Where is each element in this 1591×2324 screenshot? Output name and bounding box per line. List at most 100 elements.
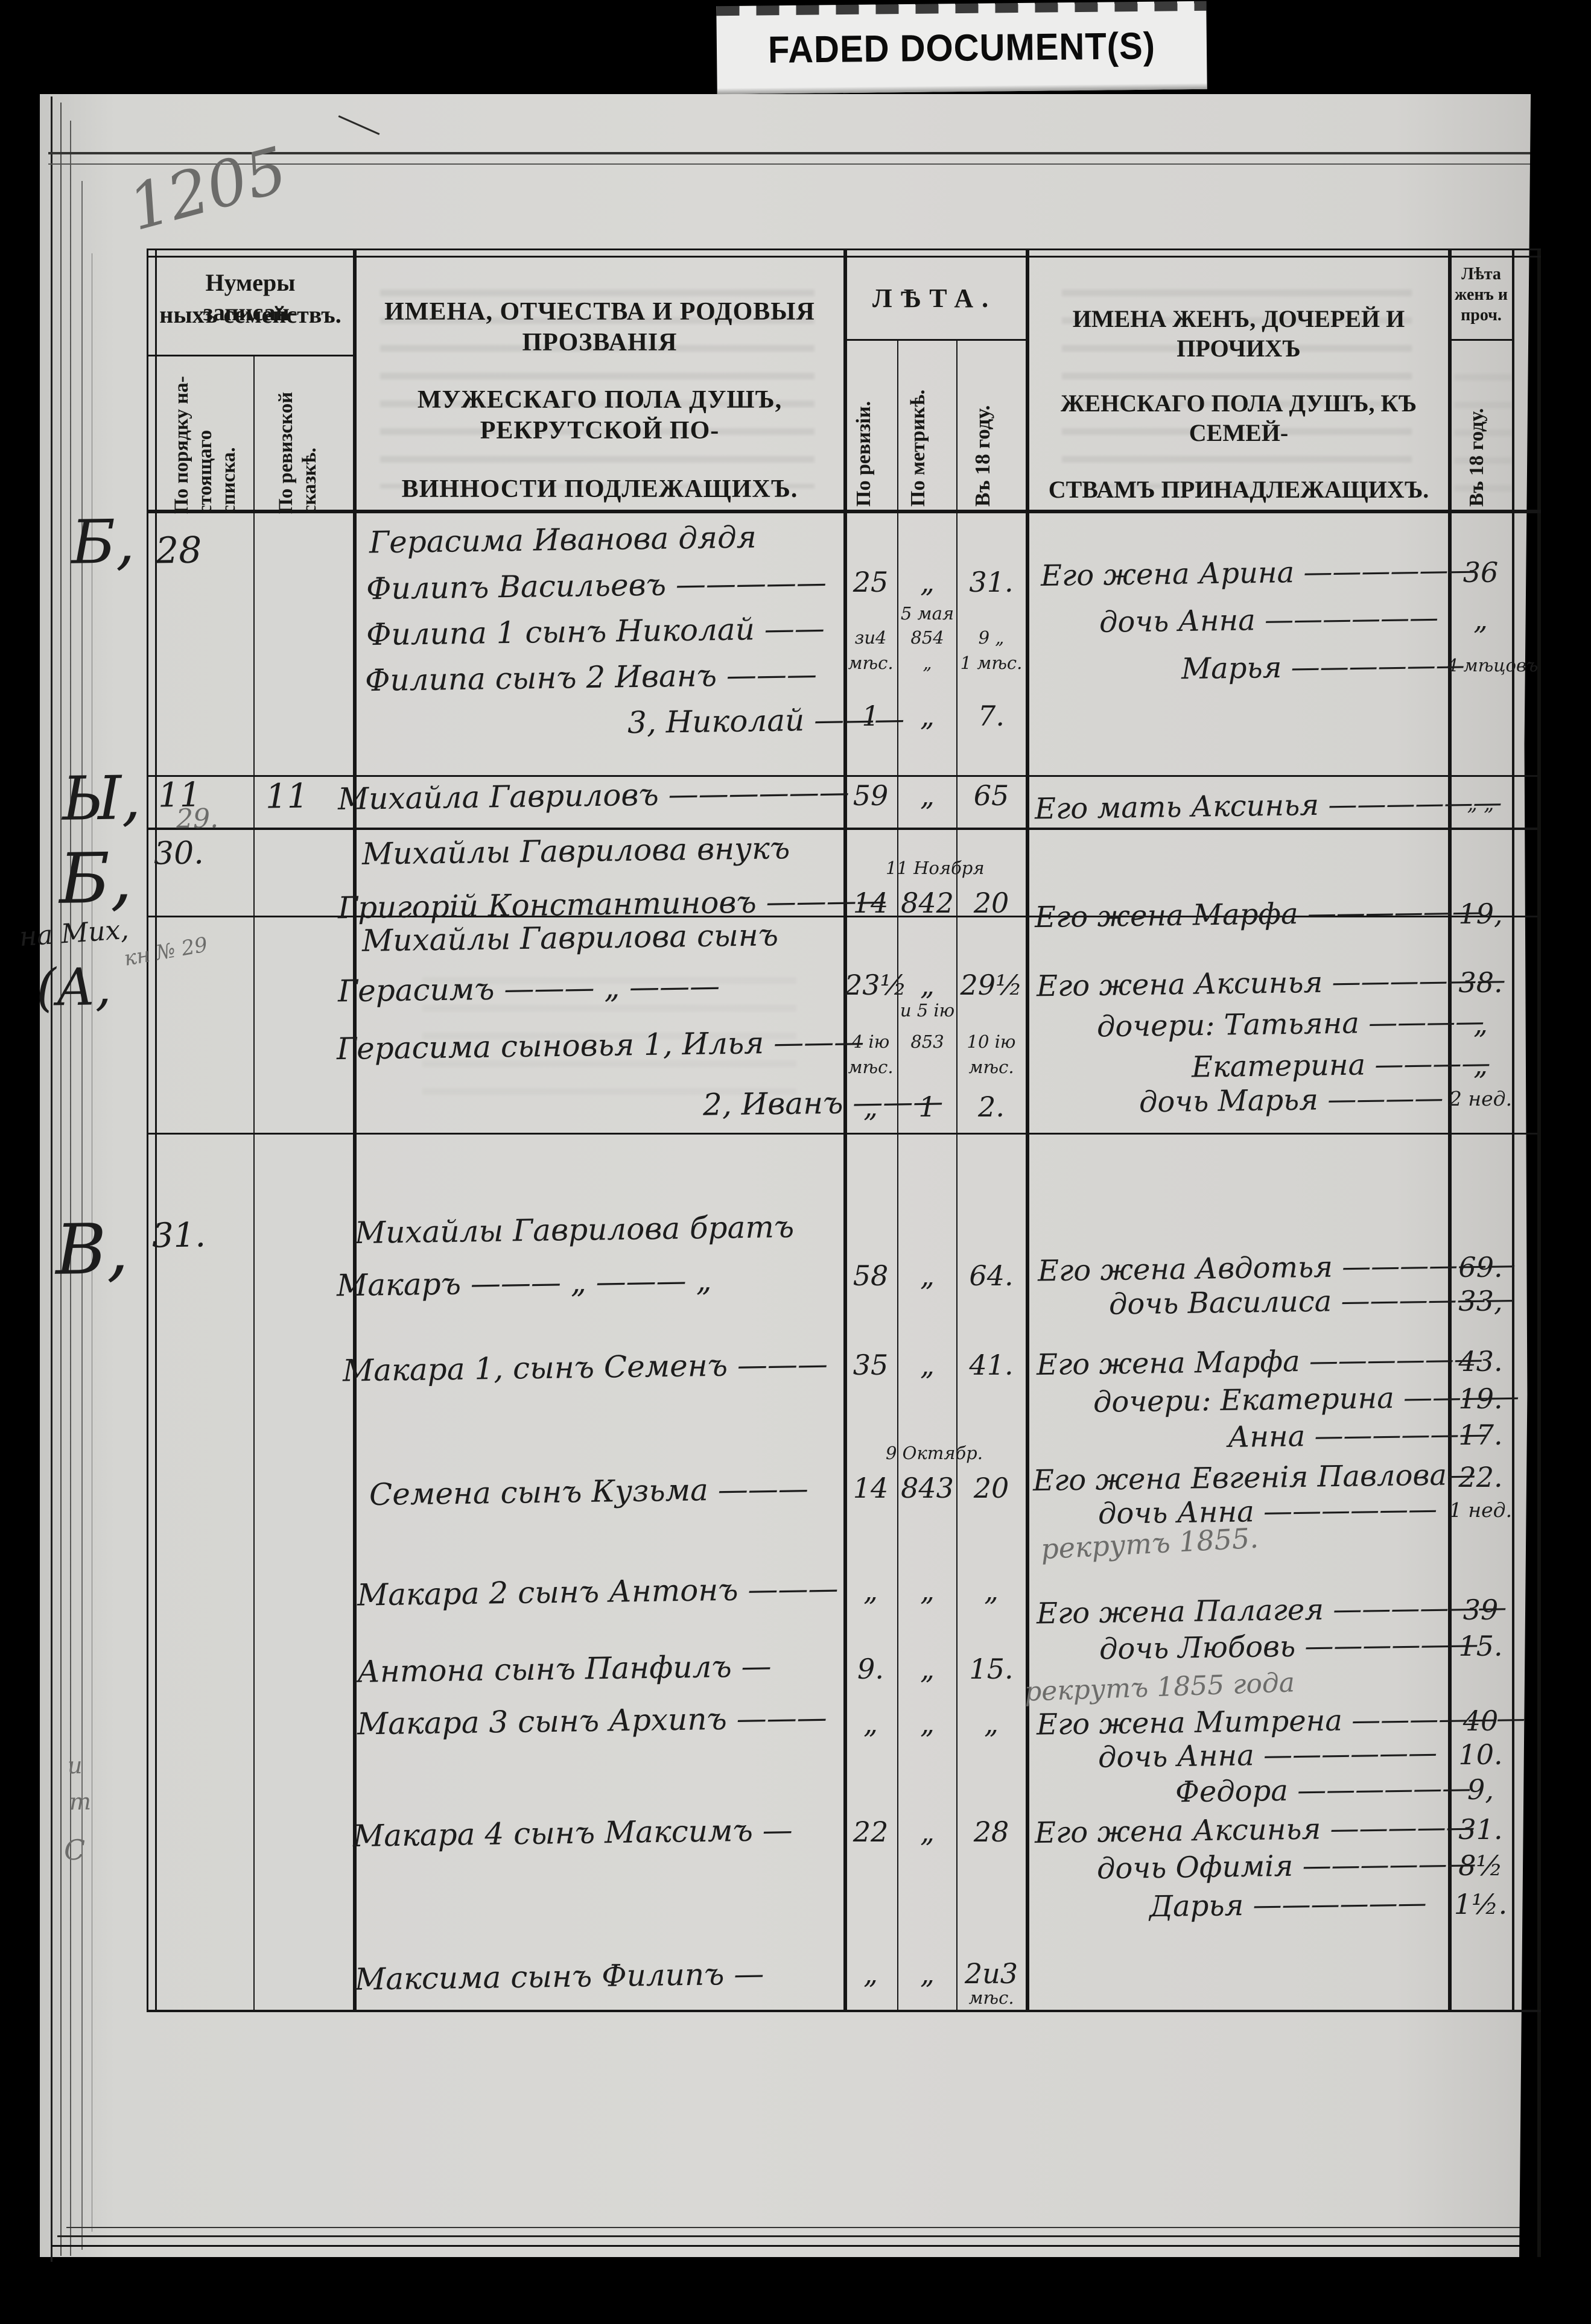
female-age: 8½ [1458, 1849, 1503, 1882]
age-revision: 22 [853, 1816, 889, 1848]
row-separator [147, 916, 1537, 917]
age-metric: „ [920, 566, 935, 598]
female-age: 10. [1458, 1738, 1503, 1771]
female-age: 31. [1458, 1813, 1503, 1846]
age-in-18: 7. [978, 700, 1005, 732]
female-age: 69. [1458, 1251, 1503, 1284]
female-name-line: дочери: Татьяна ———— [1096, 1004, 1485, 1044]
female-name-line: Его жена Палагея —————— [1036, 1590, 1507, 1631]
table-border-left [147, 249, 148, 2012]
age-revision: мѣс. [848, 1057, 894, 1077]
header-female-years-group: Лѣта женъ и проч. [1455, 265, 1508, 325]
header-revision-column: По ревизской сказкѣ. [275, 391, 320, 514]
page-edge-line [70, 121, 71, 2256]
age-revision: 59 [853, 779, 889, 812]
age-in-18: 2и3 [964, 1957, 1018, 1990]
age-revision: 4 ію [851, 1031, 890, 1052]
column-line-years-women [1026, 249, 1029, 2012]
male-name-line: Семена сынъ Кузьма ——— [369, 1471, 809, 1513]
female-age: 22. [1458, 1461, 1503, 1493]
age-revision: 14 [853, 1472, 889, 1504]
header-order-column: По порядку на- стоящаго списка. [171, 376, 240, 514]
female-age: „ [1473, 1048, 1488, 1081]
margin-scribble: т [69, 1788, 92, 1816]
male-name-line: Макара 4 сынъ Максимъ — [352, 1812, 793, 1854]
margin-letter: (А, [36, 957, 112, 1018]
female-age: 19, [1458, 898, 1503, 930]
bleed-through-text [1062, 290, 1412, 489]
age-metric: „ [920, 1574, 935, 1607]
female-name-line: Екатерина ———— [1191, 1046, 1491, 1084]
age-revision: 25 [853, 566, 889, 598]
age-revision: „ [863, 1707, 878, 1740]
age-in-18: 1 мѣс. [960, 653, 1023, 673]
revision-number: 11 [265, 776, 309, 817]
male-name-line: Макара 3 сынъ Архипъ ——— [357, 1700, 828, 1742]
header-male-names: ВИННОСТИ ПОДЛЕЖАЩИХЪ. [401, 475, 798, 503]
header-bottom-line [147, 510, 1541, 513]
column-line-numbers-names [353, 249, 357, 2012]
age-revision: 23½ [845, 969, 907, 1001]
female-age: 19. [1458, 1382, 1503, 1415]
female-age: 43. [1458, 1345, 1503, 1378]
male-name-line: Антона сынъ Панфилъ — [357, 1648, 772, 1689]
male-name-line: Филипъ Васильевъ ————— [366, 565, 827, 607]
male-name-line: Герасима Иванова дядя [369, 519, 757, 560]
margin-scribble: С [63, 1833, 86, 1867]
male-name-line: Михайлы Гаврилова братъ [354, 1209, 795, 1251]
age-revision: 1 [862, 700, 880, 732]
male-name-line: Михайлы Гаврилова сынъ [361, 917, 779, 958]
female-age: „ [1473, 603, 1488, 636]
age-revision: „ [863, 1957, 878, 1990]
female-age: 38. [1458, 966, 1503, 999]
age-in-18: „ [984, 1574, 999, 1607]
age-in-18: 65 [973, 779, 1009, 812]
age-revision: 14 [853, 887, 889, 919]
table-border-left [155, 249, 157, 2012]
age-metric: 853 [910, 1031, 944, 1052]
female-name-line: Дарья —————— [1149, 1885, 1427, 1924]
age-metric: 11 Ноября [886, 858, 985, 878]
female-age: 1 нед. [1449, 1498, 1513, 1522]
age-metric: „ [920, 969, 935, 1001]
male-name-line: Макара 1, сынъ Семенъ ——— [342, 1346, 828, 1388]
page-edge-line [60, 103, 62, 2256]
age-in-18: 20 [973, 1472, 1009, 1504]
age-revision: 35 [853, 1349, 889, 1381]
header-female-names: ИМЕНА ЖЕНЪ, ДОЧЕРЕЙ И ПРОЧИХЪ [1072, 305, 1405, 362]
female-age: 15. [1458, 1630, 1503, 1662]
table-top-line [147, 256, 1541, 258]
age-metric: 843 [901, 1472, 954, 1504]
margin-scribble: и [67, 1752, 83, 1779]
male-name-line: Михайла Гавриловъ —————— [337, 774, 850, 817]
female-age: „ [1473, 1007, 1488, 1040]
female-name-line: дочь Анна —————— [1097, 1492, 1438, 1531]
age-metric: и 5 ію [900, 1000, 955, 1021]
female-age: 2 нед. [1449, 1087, 1513, 1110]
page-bottom-stack-line [66, 2227, 1532, 2228]
age-metric: „ [920, 700, 935, 732]
male-name-line: Макара 2 сынъ Антонъ ——— [357, 1571, 839, 1613]
page-edge-line [51, 97, 52, 2262]
age-metric: „ [920, 779, 935, 812]
bleed-through-text [1454, 374, 1512, 495]
female-name-line: дочь Анна —————— [1097, 1736, 1438, 1775]
page-bottom-stack-line [57, 2235, 1539, 2237]
female-age: 9, [1467, 1773, 1494, 1806]
order-number-pencil: 29. [176, 803, 219, 835]
document-page [40, 94, 1546, 2257]
age-in-18: 20 [973, 887, 1009, 919]
female-name-line: дочь Марья ———— [1138, 1081, 1444, 1119]
male-name-line: Михайлы Гаврилова внукъ [361, 831, 790, 872]
age-in-18: 28 [973, 1816, 1009, 1848]
age-metric: „ [923, 653, 932, 673]
female-age: 4 мѣцовъ [1447, 655, 1539, 676]
header-split-years [843, 339, 1026, 341]
header-male-names: МУЖЕСКАГО ПОЛА ДУШЪ, РЕКРУТСКОЙ ПО- [417, 386, 783, 445]
age-metric: 1 [918, 1091, 936, 1123]
female-name-line: Его жена Марфа —————— [1034, 894, 1482, 935]
age-in-18: 31. [969, 566, 1014, 598]
age-revision: „ [863, 1091, 878, 1123]
header-female-names: ЖЕНСКАГО ПОЛА ДУШЪ, КЪ СЕМЕЙ- [1060, 390, 1417, 446]
order-number: 31. [151, 1215, 206, 1256]
